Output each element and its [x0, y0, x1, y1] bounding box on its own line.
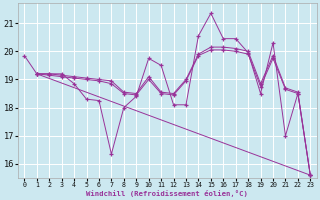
X-axis label: Windchill (Refroidissement éolien,°C): Windchill (Refroidissement éolien,°C)	[86, 190, 248, 197]
